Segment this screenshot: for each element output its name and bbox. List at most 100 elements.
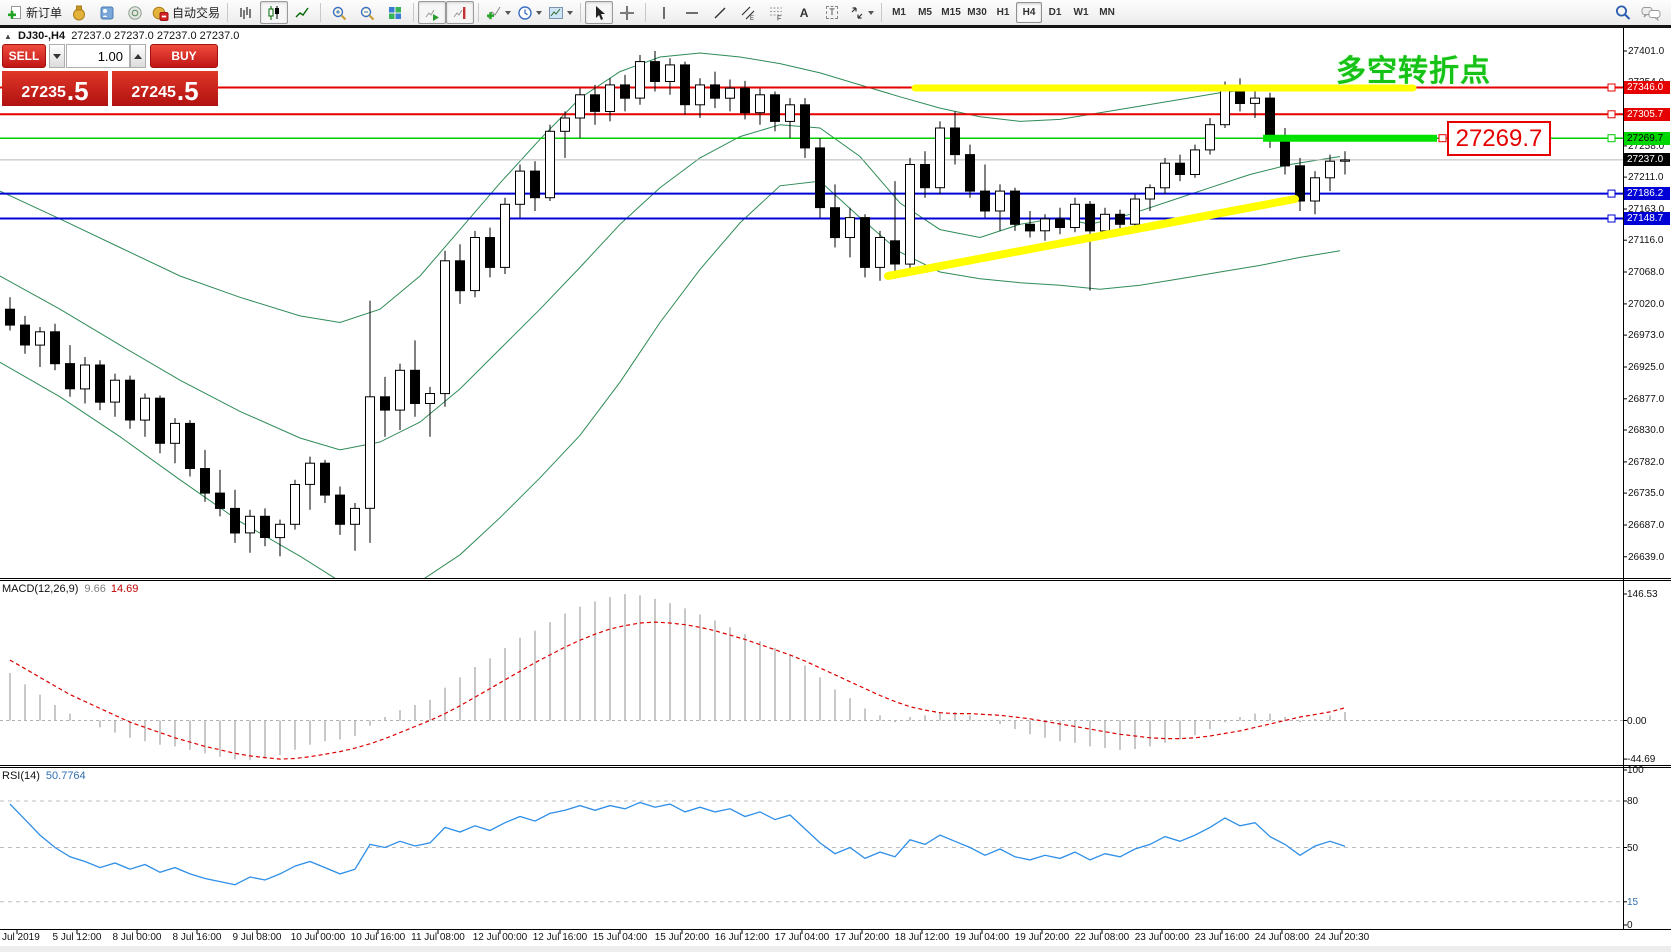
timeframe-button-m15[interactable]: M15 <box>941 7 961 18</box>
dropdown-caret-icon <box>505 10 512 15</box>
text-label-tool-button[interactable]: T <box>818 1 846 24</box>
time-axis-label: 15 Jul 04:00 <box>592 932 648 943</box>
symbol-label: DJ30-,H4 <box>17 30 66 42</box>
price-badge: 27269.7 <box>1624 132 1670 145</box>
volume-decrease-button[interactable] <box>49 44 65 68</box>
timeframe-button-w1[interactable]: W1 <box>1073 7 1089 18</box>
price-tick-label: 27020.0 <box>1628 299 1665 310</box>
macd-label-row: MACD(12,26,9) 9.66 14.69 <box>2 583 138 595</box>
rsi-level-label: 100 <box>1627 765 1644 776</box>
buy-button-label: BUY <box>171 49 197 63</box>
chart-shift-button[interactable] <box>446 1 475 24</box>
news-button[interactable] <box>121 1 149 24</box>
time-axis-label: 23 Jul 00:00 <box>1134 932 1190 943</box>
market-watch-button[interactable] <box>65 1 93 24</box>
search-button[interactable] <box>1609 1 1637 24</box>
auto-trading-icon <box>152 6 169 21</box>
gold-pouch-icon <box>73 5 86 20</box>
navigator-button[interactable] <box>93 1 121 24</box>
sell-button-label: SELL <box>8 49 40 63</box>
turning-point-annotation: 多空转折点 <box>1336 55 1491 88</box>
text-tool-button[interactable]: A <box>790 1 818 24</box>
cursor-icon <box>596 5 606 20</box>
timeframe-button-m1[interactable]: M1 <box>892 7 906 18</box>
new-order-button[interactable]: 新订单 <box>4 1 65 24</box>
price-tick-label: 26687.0 <box>1628 520 1665 531</box>
toolbar: 新订单 自动交易 <box>0 0 1671 25</box>
auto-scroll-button[interactable] <box>418 1 447 24</box>
zoom-in-button[interactable] <box>325 1 353 24</box>
rsi-level-label: 15 <box>1627 897 1639 908</box>
chart-canvas[interactable] <box>0 28 1671 946</box>
periods-button[interactable] <box>514 1 545 24</box>
channel-tool-button[interactable]: E <box>734 1 762 24</box>
price-tick-label: 27163.0 <box>1628 204 1665 215</box>
rsi-label-row: RSI(14) 50.7764 <box>2 770 86 782</box>
price-tick-label: 26973.0 <box>1628 330 1665 341</box>
arrows-tool-button[interactable] <box>846 1 877 24</box>
timeframe-button-d1[interactable]: D1 <box>1048 7 1062 18</box>
vertical-line-icon <box>663 6 665 19</box>
horizontal-line-tool-button[interactable] <box>678 1 706 24</box>
new-order-label: 新订单 <box>26 6 63 20</box>
timeframe-button-m30[interactable]: M30 <box>967 7 987 18</box>
chat-button[interactable] <box>1637 1 1665 24</box>
price-tick-label: 26782.0 <box>1628 457 1665 468</box>
equidistant-channel-icon: E <box>741 6 755 21</box>
volume-increase-button[interactable] <box>130 44 146 68</box>
buy-price-display[interactable]: 27245 .5 <box>112 71 218 106</box>
sell-price-main: 27235 <box>21 84 66 101</box>
timeframe-button-mn[interactable]: MN <box>1099 7 1115 18</box>
indicators-icon <box>487 6 501 19</box>
search-icon <box>1616 5 1631 20</box>
timeframe-button-h1[interactable]: H1 <box>996 7 1010 18</box>
text-tool-icon: A <box>799 5 809 20</box>
cursor-tool-button[interactable] <box>585 1 614 24</box>
bar-chart-button[interactable] <box>232 1 260 24</box>
timeframe-button-h4[interactable]: H4 <box>1016 2 1043 23</box>
sell-price-display[interactable]: 27235 .5 <box>2 71 108 106</box>
volume-input[interactable] <box>66 44 130 68</box>
toolbar-separator <box>413 3 415 22</box>
fibonacci-tool-button[interactable]: F <box>762 1 790 24</box>
price-tick-label: 27258.0 <box>1628 141 1665 152</box>
tile-windows-button[interactable] <box>381 1 409 24</box>
price-tick-label: 27211.0 <box>1628 172 1664 183</box>
time-axis-label: 12 Jul 16:00 <box>532 932 588 943</box>
line-chart-icon <box>295 7 309 17</box>
sell-button[interactable]: SELL <box>2 44 46 68</box>
templates-button[interactable] <box>545 1 576 24</box>
panel-collapse-icon[interactable]: ▲ <box>4 32 12 41</box>
buy-button[interactable]: BUY <box>150 44 218 68</box>
chart-shift-icon <box>453 6 466 19</box>
zoom-out-button[interactable] <box>353 1 381 24</box>
vertical-line-tool-button[interactable] <box>650 1 678 24</box>
price-tag-label: 27269.7 <box>1447 121 1551 156</box>
svg-text:F: F <box>777 15 781 21</box>
indicators-button[interactable] <box>483 1 514 24</box>
toolbar-separator <box>478 3 480 22</box>
macd-main-value: 9.66 <box>84 583 106 595</box>
svg-text:E: E <box>750 16 754 21</box>
macd-axis-label: -44.69 <box>1627 754 1656 765</box>
arrows-icon <box>851 6 863 19</box>
crosshair-tool-button[interactable] <box>613 1 641 24</box>
tile-windows-icon <box>389 6 402 19</box>
time-axis-label: 10 Jul 16:00 <box>350 932 406 943</box>
timeframe-button-m5[interactable]: M5 <box>918 7 932 18</box>
time-axis-label: 12 Jul 00:00 <box>472 932 528 943</box>
time-axis-label: 18 Jul 12:00 <box>894 932 950 943</box>
price-badge: 27305.7 <box>1624 108 1670 121</box>
candlestick-chart-button[interactable] <box>260 1 289 24</box>
price-badge: 27346.0 <box>1624 81 1670 94</box>
line-chart-button[interactable] <box>288 1 316 24</box>
price-tick-label: 26925.0 <box>1628 362 1665 373</box>
price-badge: 27237.0 <box>1624 153 1670 166</box>
trendline-tool-button[interactable] <box>706 1 734 24</box>
auto-trading-button[interactable]: 自动交易 <box>149 1 223 24</box>
news-icon <box>128 5 142 20</box>
time-axis-label: 5 Jul 12:00 <box>52 932 102 943</box>
time-axis-label: 17 Jul 04:00 <box>774 932 830 943</box>
time-axis-label: 8 Jul 00:00 <box>112 932 162 943</box>
